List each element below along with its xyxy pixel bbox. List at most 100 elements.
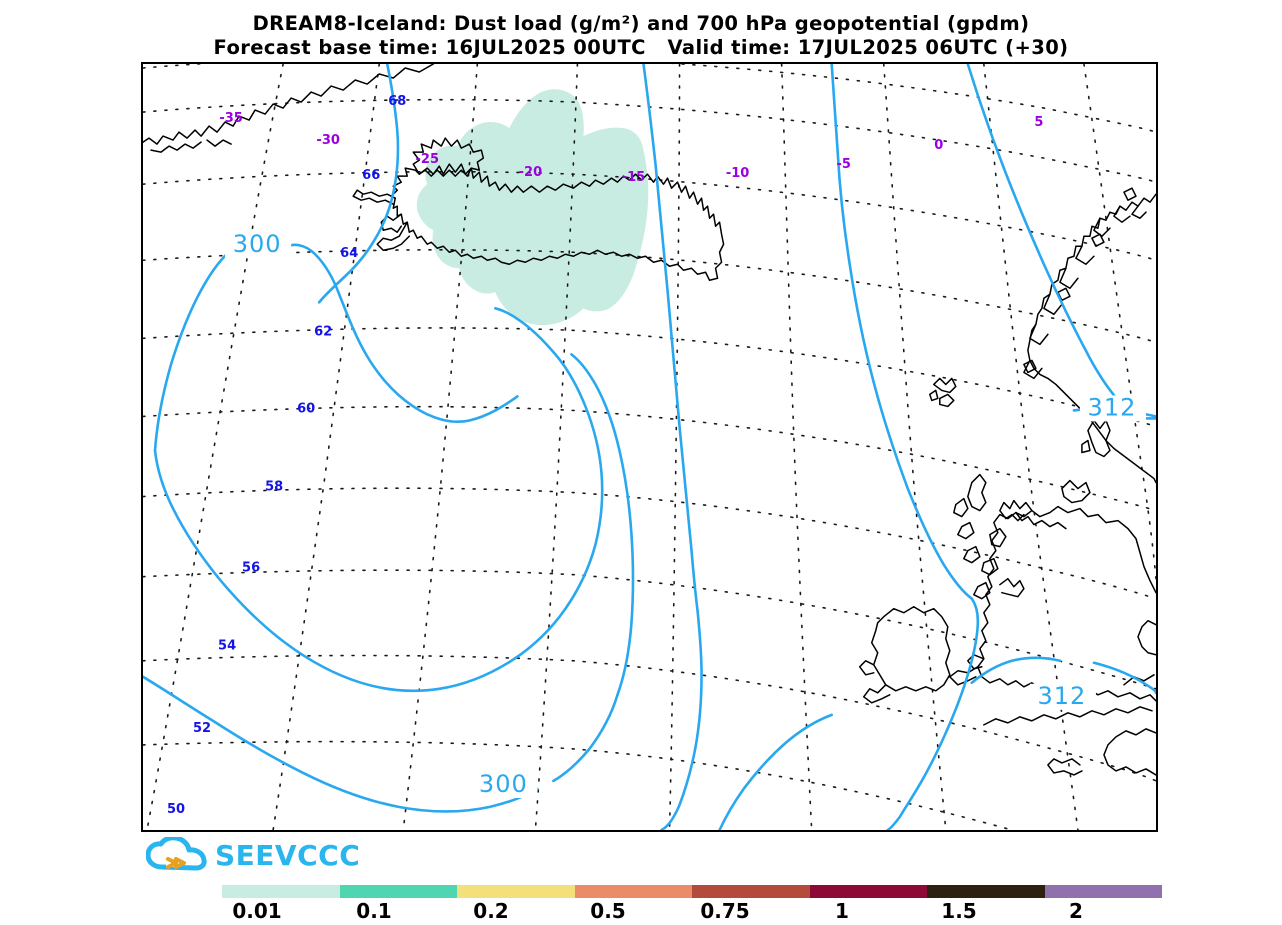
map-frame[interactable]: 68 66 64 62 60 58 56 54 52 50 -35 -30 -2… [141,62,1158,832]
coast-ireland-west [858,660,875,676]
longitude-labels: -35 -30 -25 -20 -15 -10 -5 0 5 [219,111,1043,185]
colorbar-tick-0: 0.01 [232,899,282,923]
coast-norway-island-1 [1123,187,1137,201]
lat-label-56: 56 [242,561,260,576]
colorbar-band-7 [1044,885,1162,898]
coast-english-channel [983,706,1153,726]
map-canvas[interactable]: 68 66 64 62 60 58 56 54 52 50 -35 -30 -2… [143,64,1156,830]
lon-line-m30 [272,64,381,830]
colorbar-tick-7: 2 [1069,899,1083,923]
lat-label-54: 54 [218,639,236,654]
lon-label-m5: -5 [836,157,850,172]
contour-label-300-upper-text: 300 [233,230,282,258]
lat-label-62: 62 [314,324,332,339]
lon-label-m10: -10 [726,166,749,181]
lat-line-66 [143,98,1156,183]
coast-denmark [1137,619,1156,656]
arrow-icon [166,857,186,869]
coast-continental-europe [1103,728,1156,776]
contour-300-left [153,241,275,452]
contour-306-upper [642,64,699,613]
lon-label-m30: -30 [316,133,339,148]
coast-iceland-reykjanes [376,221,411,251]
coast-scotland-clyde [999,577,1025,598]
coast-scotland-firth [1015,511,1067,530]
colorbar-band-4 [692,885,810,898]
lat-label-58: 58 [265,480,283,495]
colorbar-tick-3: 0.5 [590,899,626,923]
contour-312-se [970,656,1062,685]
contour-label-300-lower-text: 300 [479,770,528,798]
coast-orkney [1061,479,1091,504]
lat-line-58 [143,405,1156,512]
lat-label-50: 50 [167,802,185,817]
contour-312-right [966,64,1126,408]
graticule-latitude [143,64,1156,830]
contour-306-lower [660,609,703,830]
title-line-2: Forecast base time: 16JUL2025 00UTC Vali… [213,36,1069,59]
contour-312-lower-left [886,597,980,830]
contour-300-south [143,675,539,813]
lon-label-0: 0 [934,138,943,153]
coast-hebrides-2 [953,497,969,518]
coast-norway-island-2 [1091,233,1105,247]
lat-line-64 [143,170,1156,262]
coast-norway [1027,193,1156,484]
colorbar-tick-1: 0.1 [356,899,392,923]
coast-shetland [1087,419,1111,458]
lon-line-m5 [882,64,947,830]
lat-line-68 [143,64,1156,133]
dust-plume-layer [416,89,649,326]
contour-312-se-right [1092,661,1156,695]
lon-label-m25: -25 [416,152,439,167]
colorbar-band-2 [457,885,575,898]
coast-faroe-1 [933,377,957,394]
colorbar-band-3 [574,885,692,898]
contour-312-left [830,64,974,600]
lon-line-m15 [668,64,681,830]
contour-label-312-lower: 312 [1029,682,1096,710]
lon-label-5: 5 [1034,115,1043,130]
colorbar-tick-2: 0.2 [473,899,509,923]
coast-norway-fjord-7 [1029,323,1049,346]
coast-norway-fjord-5 [1059,267,1079,290]
coast-shetland-2 [1081,439,1091,454]
lon-line-m10 [780,64,813,830]
lon-line-5 [1083,64,1156,580]
coast-mull [981,557,999,576]
colorbar: 0.01 0.1 0.2 0.5 0.75 1 1.5 2 [222,885,1162,925]
lon-line-m35 [146,64,284,830]
colorbar-tick-5: 1 [835,899,849,923]
contour-300-ridge [281,243,519,423]
contour-label-312-right-text: 312 [1088,393,1137,421]
coast-scotland-west [999,499,1033,522]
lon-line-0 [983,64,1079,830]
contour-300-south-right [552,353,635,783]
contour-label-300-upper: 300 [225,230,292,259]
colorbar-tick-4: 0.75 [700,899,750,923]
contour-300-main [153,307,604,693]
coast-ireland [870,605,951,692]
coast-greenland [143,64,435,145]
coast-iceland-snaefellsnes [352,189,396,205]
lon-label-m15: -15 [622,170,645,185]
lon-label-m20: -20 [519,165,542,180]
colorbar-tick-6: 1.5 [941,899,977,923]
coast-norway-fjord-1 [1131,205,1147,219]
colorbar-band-1 [339,885,457,898]
coast-islay [973,581,991,600]
colorbar-tick-labels: 0.01 0.1 0.2 0.5 0.75 1 1.5 2 [222,900,1162,924]
coast-hebrides-3 [957,521,975,540]
seevccc-logo[interactable]: SEEVCCC [146,836,376,876]
coast-norway-fjord-8 [1023,359,1043,380]
geopotential-contours [143,64,1156,830]
coast-iceland-westfjords [412,137,485,177]
dust-plume-polygon [416,89,649,326]
coast-norway-fjord-2 [1113,205,1131,223]
contour-300-north [317,64,400,304]
coast-hebrides-1 [967,473,987,512]
lon-line-m20 [534,64,579,830]
coast-faroe-3 [929,389,939,402]
cloud-icon [146,837,207,871]
latitude-labels: 68 66 64 62 60 58 56 54 52 50 [167,94,406,817]
